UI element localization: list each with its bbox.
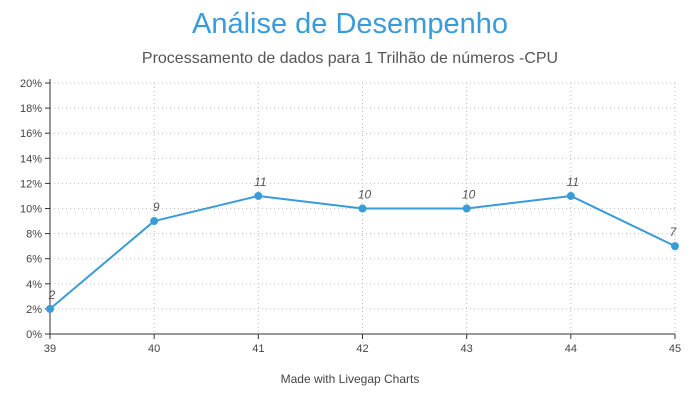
data-point bbox=[566, 191, 575, 200]
y-tick-labels: 0% 2% 4% 6% 8% 10% 12% 14% 16% 18% 20% bbox=[20, 78, 42, 341]
x-tick-label: 44 bbox=[565, 343, 577, 355]
y-tick-label: 8% bbox=[26, 229, 42, 241]
series-group bbox=[46, 191, 679, 313]
data-point bbox=[358, 204, 367, 213]
data-label: 9 bbox=[153, 200, 160, 214]
x-tick-label: 41 bbox=[252, 343, 264, 355]
x-tick-label: 42 bbox=[356, 343, 368, 355]
y-tick-label: 12% bbox=[20, 178, 42, 190]
footer-credit: Made with Livegap Charts bbox=[280, 372, 420, 386]
y-tick-label: 4% bbox=[26, 279, 42, 291]
data-point bbox=[671, 242, 679, 251]
chart-title: Análise de Desempenho bbox=[192, 8, 508, 40]
data-point bbox=[46, 304, 54, 313]
y-tick-label: 14% bbox=[20, 153, 42, 165]
data-point bbox=[462, 204, 471, 213]
y-tick-label: 20% bbox=[20, 78, 42, 90]
data-point bbox=[254, 191, 263, 200]
y-tick-label: 6% bbox=[26, 254, 42, 266]
data-label: 10 bbox=[358, 188, 372, 202]
x-tick-labels: 39 40 41 42 43 44 45 bbox=[44, 343, 681, 355]
x-tick-label: 45 bbox=[669, 343, 681, 355]
data-point bbox=[150, 217, 159, 226]
x-tick-label: 40 bbox=[148, 343, 160, 355]
y-tick-label: 10% bbox=[20, 204, 42, 216]
data-label: 11 bbox=[567, 175, 579, 189]
y-tick-label: 18% bbox=[20, 103, 42, 115]
data-label: 7 bbox=[670, 225, 678, 239]
data-label: 10 bbox=[462, 188, 476, 202]
data-labels: 2 9 11 10 10 11 7 bbox=[48, 175, 678, 302]
x-tick-label: 39 bbox=[44, 343, 56, 355]
grid-lines bbox=[50, 82, 676, 334]
axes bbox=[45, 79, 676, 339]
y-tick-label: 16% bbox=[20, 128, 42, 140]
chart-subtitle: Processamento de dados para 1 Trilhão de… bbox=[141, 50, 559, 67]
y-tick-label: 2% bbox=[26, 304, 42, 316]
x-tick-label: 43 bbox=[461, 343, 473, 355]
data-label: 11 bbox=[254, 175, 266, 189]
y-tick-label: 0% bbox=[26, 329, 42, 341]
data-label: 2 bbox=[48, 288, 56, 302]
